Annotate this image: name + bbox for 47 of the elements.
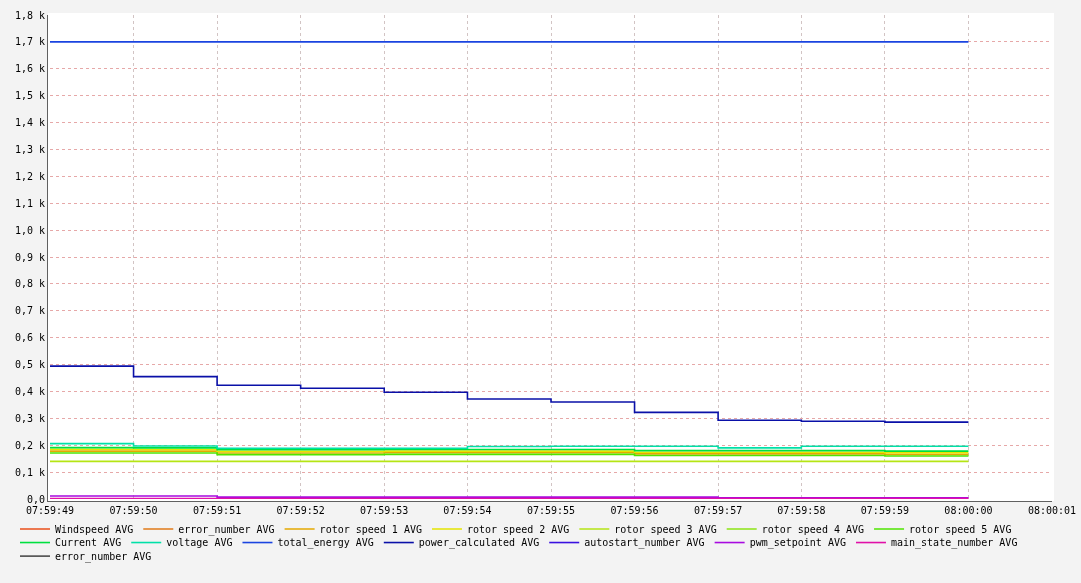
legend-label: power_calculated AVG — [418, 537, 540, 550]
legend-label: rotor speed 3 AVG — [614, 523, 717, 535]
legend-label: rotor speed 4 AVG — [761, 523, 865, 535]
y-tick-label: 0,6 k — [14, 332, 45, 344]
y-tick-label: 0,3 k — [14, 412, 45, 424]
y-tick-label: 1,6 k — [14, 63, 45, 75]
y-tick-label: 1,0 k — [14, 224, 45, 236]
legend-label: pwm_setpoint AVG — [749, 537, 846, 550]
x-tick-label: 07:59:59 — [860, 505, 909, 516]
y-tick-label: 0,2 k — [14, 439, 45, 451]
y-tick-label: 1,2 k — [14, 170, 45, 182]
x-tick-label: 07:59:55 — [526, 505, 576, 516]
x-tick-label: 07:59:56 — [610, 505, 659, 516]
legend-label: error_number AVG — [55, 550, 152, 563]
y-tick-label: 1,4 k — [14, 117, 45, 129]
y-tick-label: 0,4 k — [14, 385, 45, 397]
x-tick-label: 07:59:54 — [443, 505, 492, 516]
y-tick-label: 0,8 k — [14, 278, 45, 290]
legend-label: voltage AVG — [166, 537, 233, 549]
legend-label: Current AVG — [55, 537, 122, 549]
x-tick-label: 08:00:00 — [944, 505, 993, 516]
legend-label: rotor speed 1 AVG — [319, 523, 422, 535]
y-tick-label: 0,9 k — [14, 251, 45, 263]
legend-label: rotor speed 2 AVG — [466, 523, 570, 535]
y-tick-label: 1,3 k — [14, 143, 45, 155]
legend-label: error_number AVG — [178, 523, 275, 536]
y-tick-label: 1,1 k — [14, 197, 45, 209]
y-tick-label: 1,7 k — [14, 36, 45, 48]
x-tick-label: 07:59:57 — [694, 505, 743, 516]
legend-label: total_energy AVG — [277, 537, 374, 550]
x-tick-label: 07:59:50 — [109, 505, 158, 516]
legend-label: autostart_number AVG — [584, 537, 705, 550]
x-tick-label: 07:59:51 — [193, 505, 242, 516]
legend-label: Windspeed AVG — [55, 523, 134, 535]
x-tick-label: 07:59:49 — [25, 505, 75, 516]
y-tick-label: 0,0 — [26, 493, 45, 505]
legend-label: rotor speed 5 AVG — [909, 523, 1012, 535]
y-tick-label: 1,5 k — [14, 90, 45, 102]
y-tick-label: 0,1 k — [14, 466, 45, 478]
legend-label: main_state_number AVG — [890, 537, 1018, 550]
x-tick-label: 07:59:58 — [777, 505, 826, 516]
x-tick-label: 08:00:01 — [1027, 505, 1077, 516]
x-tick-label: 07:59:53 — [360, 505, 409, 516]
x-tick-label: 07:59:52 — [276, 505, 325, 516]
y-tick-label: 0,7 k — [14, 305, 45, 317]
y-tick-label: 0,5 k — [14, 359, 45, 371]
y-tick-label: 1,8 k — [14, 9, 45, 21]
